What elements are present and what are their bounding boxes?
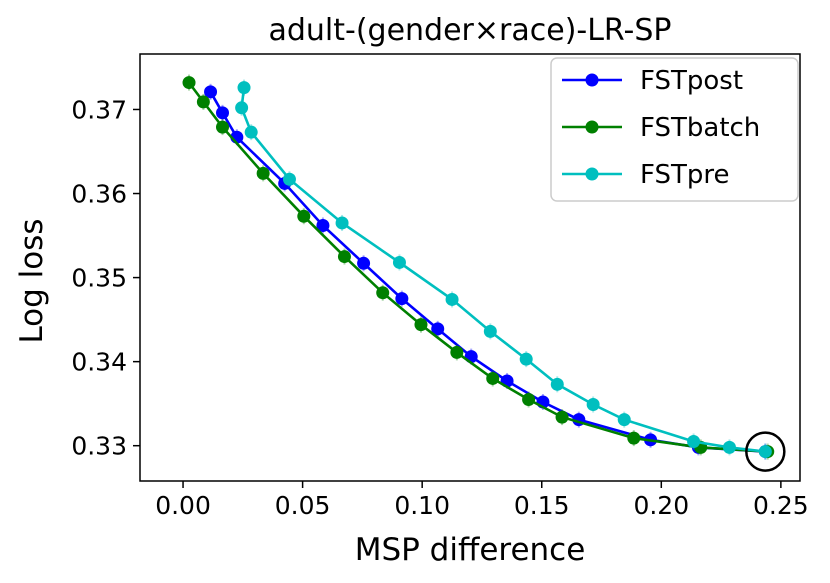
data-point	[182, 76, 196, 90]
data-point	[235, 101, 249, 115]
data-point	[244, 125, 258, 139]
x-tick-label: 0.20	[633, 491, 689, 520]
series-FSTpre	[235, 79, 772, 460]
data-point	[687, 434, 701, 448]
x-tick-label: 0.25	[753, 491, 809, 520]
data-point	[256, 166, 270, 180]
data-point	[392, 255, 406, 269]
plot-frame	[139, 53, 801, 482]
legend-box	[550, 57, 799, 202]
x-tick-label: 0.10	[394, 491, 450, 520]
data-point	[337, 250, 351, 264]
series-FSTbatch	[182, 74, 775, 460]
data-point	[555, 410, 569, 424]
data-point	[586, 398, 600, 412]
data-point	[335, 216, 349, 230]
legend-item-FSTbatch: FSTbatch	[562, 113, 760, 143]
data-point	[483, 324, 497, 338]
y-tick-label: 0.33	[71, 432, 127, 461]
y-tick-label: 0.35	[71, 264, 127, 293]
data-point	[216, 106, 229, 120]
y-tick-label: 0.36	[71, 180, 127, 209]
legend-swatch-marker	[585, 120, 599, 134]
plot-area	[182, 74, 786, 472]
y-axis-ticks: 0.33 0.34 0.35 0.36 0.37	[71, 95, 140, 461]
data-point	[204, 85, 218, 99]
data-point	[758, 445, 772, 459]
data-point	[445, 292, 459, 306]
data-point	[617, 413, 631, 427]
chart-title: adult-(gender×race)-LR-SP	[268, 13, 671, 48]
x-axis-label: MSP difference	[355, 532, 586, 568]
data-point	[627, 431, 641, 445]
data-point	[550, 377, 564, 391]
data-point	[237, 81, 251, 95]
y-tick-label: 0.34	[71, 348, 127, 377]
x-axis-ticks: 0.00 0.05 0.10 0.15 0.20 0.25	[155, 481, 809, 520]
data-point	[196, 95, 210, 109]
highlight-circle	[745, 431, 786, 472]
legend-label: FSTpre	[640, 160, 730, 190]
x-tick-label: 0.15	[514, 491, 570, 520]
legend: FSTpost FSTbatch FSTpre	[550, 57, 799, 202]
data-point	[722, 440, 736, 454]
data-point	[216, 120, 229, 134]
y-axis-label: Log loss	[14, 218, 50, 343]
data-point	[282, 172, 296, 186]
x-tick-label: 0.05	[275, 491, 331, 520]
legend-label: FSTbatch	[640, 113, 760, 143]
legend-item-FSTpost: FSTpost	[562, 66, 743, 96]
data-point	[486, 371, 500, 385]
data-point	[522, 392, 536, 406]
legend-swatch-marker	[585, 73, 599, 87]
data-point	[450, 345, 464, 359]
data-point	[519, 352, 533, 366]
data-point	[297, 209, 311, 223]
x-tick-label: 0.00	[155, 491, 211, 520]
y-tick-label: 0.37	[71, 95, 127, 124]
data-point	[357, 256, 371, 270]
data-point	[414, 318, 428, 332]
data-point	[316, 218, 330, 232]
legend-swatch-marker	[585, 167, 599, 181]
data-point	[376, 286, 390, 300]
data-point	[431, 322, 445, 336]
legend-label: FSTpost	[640, 66, 743, 96]
legend-item-FSTpre: FSTpre	[562, 160, 730, 190]
data-point	[395, 292, 409, 306]
